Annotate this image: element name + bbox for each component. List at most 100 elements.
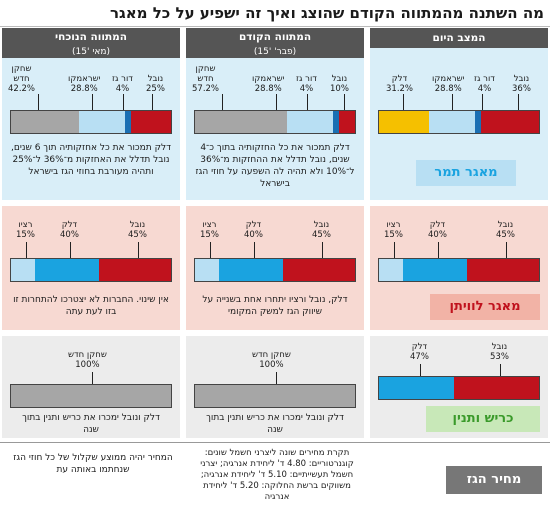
label-noble: נובל 10% — [330, 74, 349, 94]
tick — [152, 94, 153, 110]
leviathan-current-note: אין שינוי. החברות לא יצטרכו להתחרות זו ב… — [13, 295, 169, 317]
segment-delek — [379, 111, 429, 133]
column-header-previous: המתווה הקודם (פבר' '15) — [186, 28, 364, 58]
gas-price-section: המחיר יהיה ממוצע שקלול של כל חוזי הגז שנ… — [2, 446, 548, 520]
leviathan-previous-note: דלק, נובל ורציו יתחרו אחת בשנייה על שיוו… — [202, 295, 348, 317]
tick — [70, 242, 71, 258]
karish-current-panel: שחקן חדש 100% דלק ונובל ימכרו את כריש ותנ… — [2, 336, 180, 438]
tick — [276, 372, 277, 384]
tamar-previous-panel: המתווה הקודם (פבר' '15) שחקן חדש 57.2% ישרא… — [186, 28, 364, 200]
leviathan-tag: מאגר לוויתן — [430, 294, 540, 320]
tamar-previous-note: דלק תמכור את כל החזקותיה בתוך כ־4 שנים, … — [195, 143, 355, 189]
tick — [518, 94, 519, 110]
label-israamco: ישראמקו 28.8% — [432, 74, 465, 94]
title-bar: מה השתנה מהמתווה הקודם שהוצג ואיך זה ישפ… — [0, 0, 550, 27]
tick — [210, 242, 211, 258]
tamar-today-bar — [378, 110, 540, 134]
divider — [0, 442, 550, 443]
karish-previous-panel: שחקן חדש 100% דלק ונובל ימכרו את כריש ותנ… — [186, 336, 364, 438]
label-ratio: רציו 15% — [384, 220, 403, 240]
tamar-current-bar — [10, 110, 172, 134]
karish-previous-note: דלק ונובל ימכרו את כריש ותנין בתוך שנה — [206, 413, 344, 435]
segment-new-player — [11, 111, 79, 133]
segment-ratio — [195, 259, 219, 281]
tick — [322, 242, 323, 258]
gas-previous-note: תקרת מחירים שונה ליצרני חשמל שונים: קוגנ… — [200, 448, 354, 502]
gas-current-note: המחיר יהיה ממוצע שקלול של כל חוזי הגז שנ… — [13, 453, 173, 475]
segment-delek — [379, 377, 455, 399]
segment-new-player — [195, 385, 355, 407]
segment-dor-gas — [332, 111, 339, 133]
label-noble: נובל 36% — [512, 74, 531, 94]
tick — [500, 364, 501, 376]
tick — [38, 94, 39, 110]
karish-today-bar — [378, 376, 540, 400]
tick — [254, 242, 255, 258]
label-new-player: שחקן חדש 100% — [252, 350, 291, 370]
label-ratio: רציו 15% — [200, 220, 219, 240]
tamar-tag: מאגר תמר — [416, 160, 516, 186]
segment-delek — [403, 259, 467, 281]
label-noble: נובל 45% — [312, 220, 331, 240]
segment-israamco — [428, 111, 475, 133]
segment-ratio — [11, 259, 35, 281]
segment-ratio — [379, 259, 403, 281]
tamar-today-panel: המצב היום דלק 31.2% ישראמקו 28.8% דור גז 4%… — [370, 28, 548, 200]
label-delek: דלק 40% — [60, 220, 79, 240]
tick — [452, 94, 453, 110]
leviathan-current-panel: רציו 15% דלק 40% נובל 45% אין שינוי. החברות… — [2, 206, 180, 330]
tamar-current-note: דלק תמכור את כל אחזקותיה תוך 6 שנים, נוב… — [11, 143, 171, 177]
tamar-current-panel: המתווה הנוכחי (מאי '15) שחקן חדש 42.2% ישרא… — [2, 28, 180, 200]
tick — [26, 242, 27, 258]
leviathan-current-bar — [10, 258, 172, 282]
leviathan-previous-bar — [194, 258, 356, 282]
leviathan-today-bar — [378, 258, 540, 282]
tamar-previous-bar — [194, 110, 356, 134]
karish-today-panel: דלק 47% נובל 53% כריש ותנין — [370, 336, 548, 438]
segment-noble — [99, 259, 171, 281]
segment-noble — [338, 111, 355, 133]
label-noble: נובל 53% — [490, 342, 509, 362]
label-israamco: ישראמקו 28.8% — [68, 74, 101, 94]
segment-dor-gas — [124, 111, 131, 133]
tick — [92, 372, 93, 384]
tick — [222, 94, 223, 110]
leviathan-today-panel: רציו 15% דלק 40% נובל 45% מאגר לוויתן — [370, 206, 548, 330]
label-israamco: ישראמקו 28.8% — [252, 74, 285, 94]
tick — [138, 242, 139, 258]
label-new-player: שחקן חדש 42.2% — [8, 64, 36, 94]
karish-previous-bar — [194, 384, 356, 408]
label-new-player: שחקן חדש 57.2% — [192, 64, 220, 94]
segment-delek — [35, 259, 99, 281]
tick — [482, 94, 483, 110]
tick — [344, 94, 345, 110]
gas-price-tag: מחיר הגז — [446, 466, 542, 494]
tick — [92, 94, 93, 110]
segment-israamco — [78, 111, 125, 133]
tick — [420, 364, 421, 376]
leviathan-section: רציו 15% דלק 40% נובל 45% אין שינוי. החברות… — [2, 206, 548, 330]
label-ratio: רציו 15% — [16, 220, 35, 240]
column-header-current: המתווה הנוכחי (מאי '15) — [2, 28, 180, 58]
label-new-player: שחקן חדש 100% — [68, 350, 107, 370]
label-delek: דלק 40% — [244, 220, 263, 240]
label-noble: נובל 25% — [146, 74, 165, 94]
segment-israamco — [286, 111, 333, 133]
label-delek: דלק 47% — [410, 342, 429, 362]
segment-noble — [130, 111, 171, 133]
page-title: מה השתנה מהמתווה הקודם שהוצג ואיך זה ישפ… — [109, 4, 544, 22]
leviathan-previous-panel: רציו 15% דלק 40% נובל 45% דלק, נובל ורציו י… — [186, 206, 364, 330]
tick — [276, 94, 277, 110]
segment-noble — [481, 111, 539, 133]
tick — [506, 242, 507, 258]
segment-delek — [219, 259, 283, 281]
tick — [123, 94, 124, 110]
label-noble: נובל 45% — [496, 220, 515, 240]
karish-current-bar — [10, 384, 172, 408]
segment-noble — [283, 259, 355, 281]
segment-dor-gas — [474, 111, 482, 133]
tamar-section: המתווה הנוכחי (מאי '15) שחקן חדש 42.2% ישרא… — [2, 28, 548, 200]
karish-current-note: דלק ונובל ימכרו את כריש ותנין בתוך שנה — [22, 413, 160, 435]
tick — [403, 94, 404, 110]
karish-tag: כריש ותנין — [426, 406, 540, 432]
